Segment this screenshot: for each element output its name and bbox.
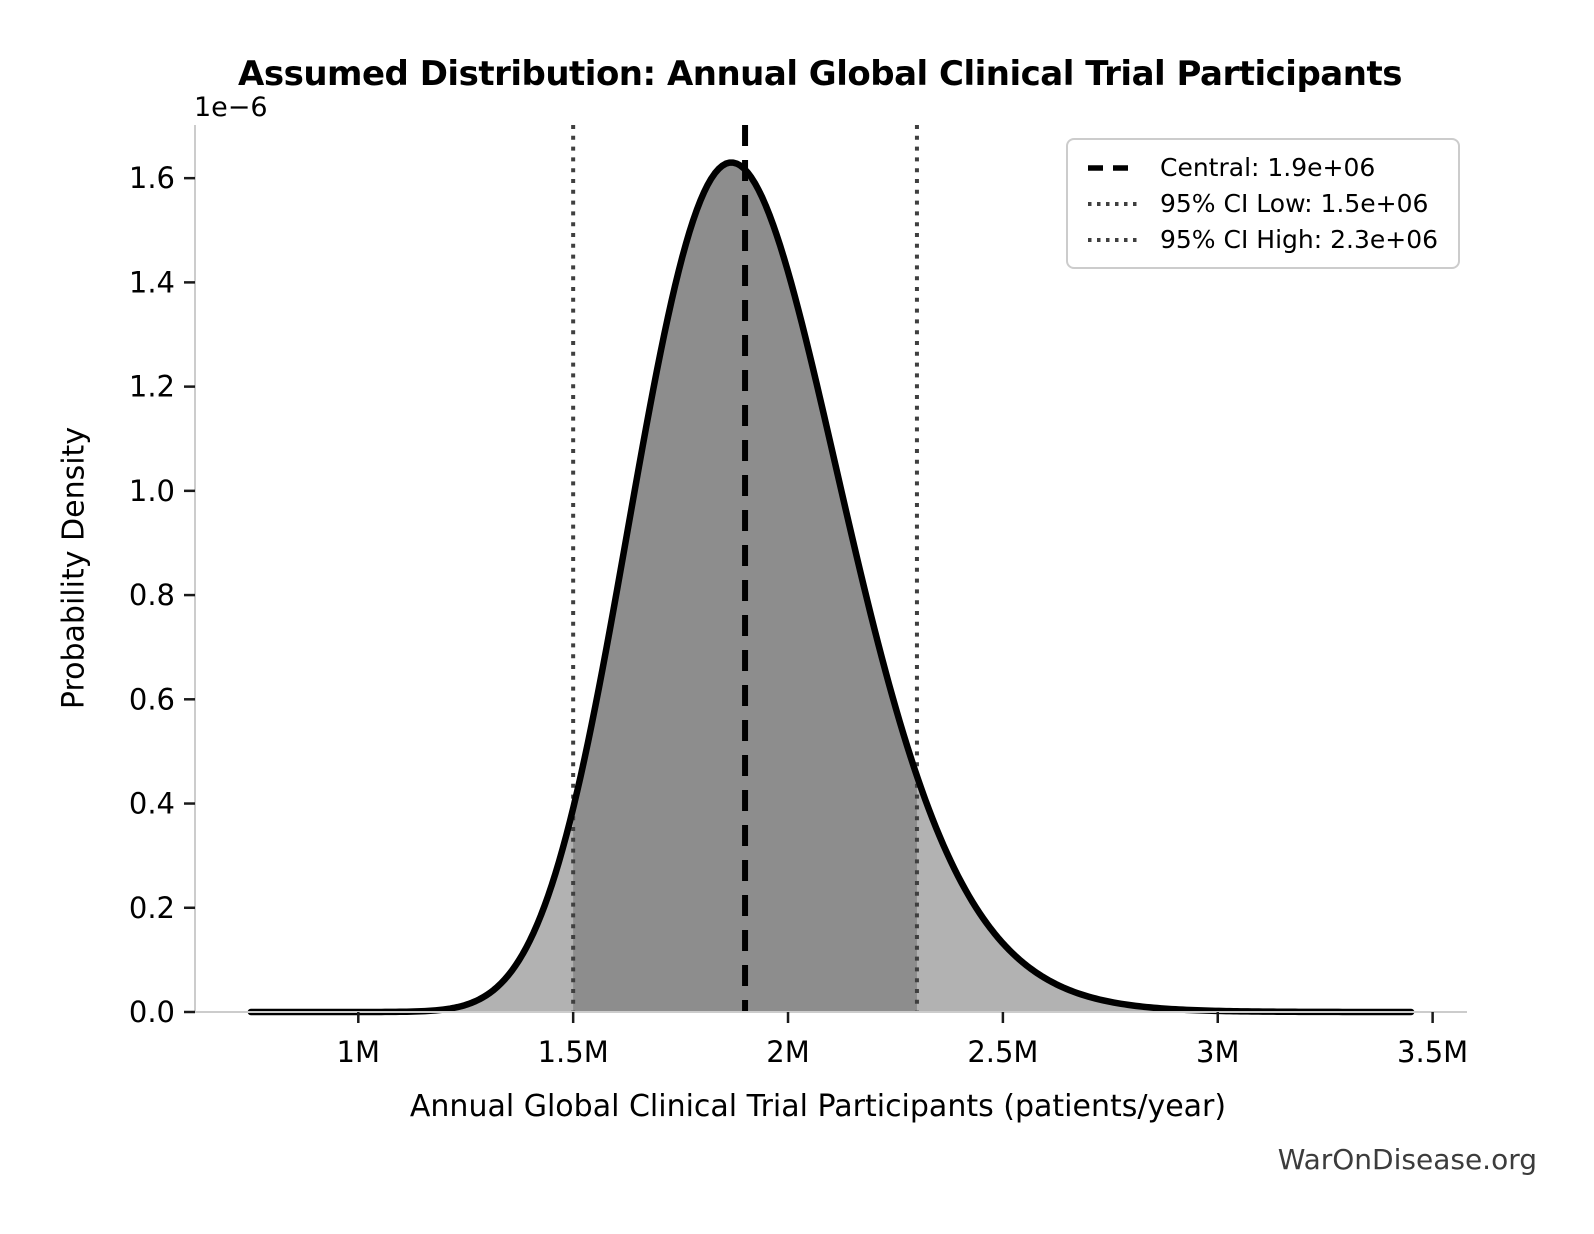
dotted-line-sample-icon xyxy=(1088,201,1138,206)
legend: Central: 1.9e+06 95% CI Low: 1.5e+06 95% C… xyxy=(1066,138,1461,269)
y-tick-label: 0.2 xyxy=(129,891,175,925)
density-curve xyxy=(247,159,1415,1016)
x-tick-label: 1M xyxy=(337,1035,380,1069)
x-tick-label: 3.5M xyxy=(1397,1035,1468,1069)
watermark: WarOnDisease.org xyxy=(1277,1143,1537,1176)
y-tick-label: 1.6 xyxy=(129,161,175,195)
y-tick-label: 1.0 xyxy=(129,474,175,508)
y-tick-label: 0.4 xyxy=(129,787,175,821)
y-axis-scale-offset: 1e−6 xyxy=(194,92,268,123)
y-tick-label: 1.4 xyxy=(129,265,175,299)
x-tick-label: 3M xyxy=(1196,1035,1239,1069)
x-tick-label: 1.5M xyxy=(538,1035,609,1069)
y-tick-label: 1.2 xyxy=(129,370,175,404)
x-axis-label: Annual Global Clinical Trial Participant… xyxy=(409,1089,1227,1124)
y-axis-label: Probability Density xyxy=(56,426,92,710)
legend-item: 95% CI Low: 1.5e+06 xyxy=(1087,189,1438,218)
dotted-line-sample-icon xyxy=(1088,237,1138,242)
y-tick-label: 0.8 xyxy=(129,578,175,612)
legend-label: 95% CI High: 2.3e+06 xyxy=(1160,225,1439,254)
y-tick-label: 0.0 xyxy=(129,995,175,1029)
legend-label: 95% CI Low: 1.5e+06 xyxy=(1160,189,1429,218)
dashed-line-sample-icon xyxy=(1088,164,1138,171)
legend-item: Central: 1.9e+06 xyxy=(1087,153,1438,182)
x-tick-label: 2M xyxy=(766,1035,809,1069)
y-tick-label: 0.6 xyxy=(129,682,175,716)
legend-label: Central: 1.9e+06 xyxy=(1160,153,1376,182)
chart-title: Assumed Distribution: Annual Global Clin… xyxy=(238,54,1402,94)
x-tick-label: 2.5M xyxy=(967,1035,1038,1069)
legend-item: 95% CI High: 2.3e+06 xyxy=(1087,225,1438,254)
